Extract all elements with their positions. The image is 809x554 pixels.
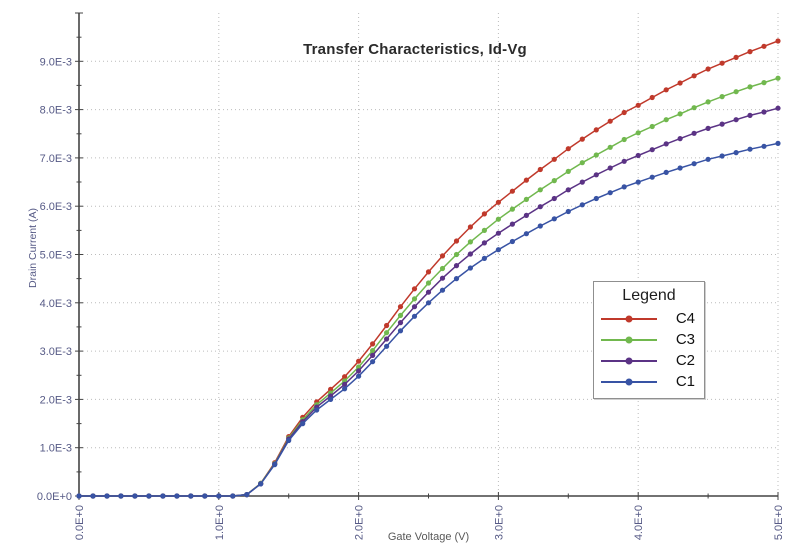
x-tick-label: 0.0E+0 [74,505,86,540]
legend-item-C3: C3 [594,329,704,350]
legend-line-sample [601,336,657,343]
legend: Legend C4 C3 C2 C1 [593,281,705,399]
x-axis-title: Gate Voltage (V) [387,531,470,543]
series-C4 [76,38,781,499]
legend-title: Legend [622,287,676,304]
legend-items: C4 C3 C2 C1 [594,308,704,392]
x-tick-label: 2.0E+0 [354,505,366,540]
y-tick-label: 9.0E-3 [40,56,72,68]
legend-item-C1: C1 [594,371,704,392]
legend-series-label: C2 [675,352,695,369]
x-tick-label: 3.0E+0 [493,505,505,540]
y-axis-title: Drain Current (A) [27,208,39,288]
x-tick-label: 5.0E+0 [773,505,785,540]
y-tick-label: 6.0E-3 [40,201,72,213]
ticks [75,12,779,500]
x-tick-labels: 0.0E+0 1.0E+0 2.0E+0 3.0E+0 4.0E+0 5.0E+0 [74,505,785,540]
legend-series-label: C4 [675,310,695,327]
y-tick-label: 8.0E-3 [40,105,72,117]
legend-marker-dot [625,315,633,322]
legend-series-label: C1 [675,373,695,390]
y-tick-label: 1.0E-3 [40,443,72,455]
y-tick-label: 0.0E+0 [37,491,72,503]
legend-series-label: C3 [675,331,695,348]
y-tick-label: 5.0E-3 [40,250,72,262]
series-C1 [76,140,781,499]
y-tick-labels: 0.0E+0 1.0E-3 2.0E-3 3.0E-3 4.0E-3 5.0E-3 6.0E… [37,56,72,503]
y-tick-label: 4.0E-3 [40,298,72,310]
legend-item-C2: C2 [594,350,704,371]
x-tick-label: 1.0E+0 [214,505,226,540]
gridlines [79,13,779,496]
legend-marker-dot [625,357,633,364]
y-tick-label: 2.0E-3 [40,394,72,406]
legend-item-C4: C4 [594,308,704,329]
legend-line-sample [601,378,657,385]
y-tick-label: 7.0E-3 [40,153,72,165]
chart-title: Transfer Characteristics, Id-Vg [303,41,527,58]
legend-marker-dot [625,336,633,343]
legend-marker-dot [625,378,633,385]
x-tick-label: 4.0E+0 [633,505,645,540]
legend-line-sample [601,315,657,322]
legend-line-sample [601,357,657,364]
y-tick-label: 3.0E-3 [40,346,72,358]
